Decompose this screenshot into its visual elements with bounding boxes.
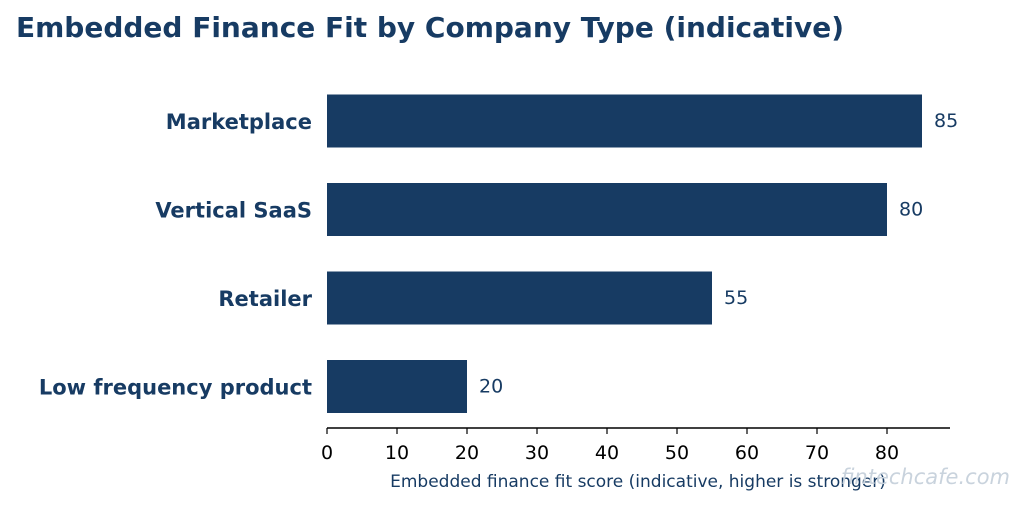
x-tick-label: 80 <box>875 442 899 464</box>
bar-marketplace <box>327 94 922 148</box>
x-tick-label: 20 <box>455 442 479 464</box>
x-tick-label: 30 <box>525 442 549 464</box>
bar-retailer <box>327 271 712 325</box>
value-label: 80 <box>899 199 923 221</box>
category-label: Retailer <box>218 287 312 311</box>
category-label: Vertical SaaS <box>155 199 312 223</box>
category-label: Marketplace <box>166 110 312 134</box>
x-tick-label: 10 <box>385 442 409 464</box>
x-axis-label: Embedded finance fit score (indicative, … <box>390 472 886 492</box>
category-label: Low frequency product <box>39 376 312 400</box>
value-label: 85 <box>934 110 958 132</box>
x-tick-label: 60 <box>735 442 759 464</box>
value-label: 20 <box>479 376 503 398</box>
bar-low-frequency-product <box>327 360 467 413</box>
x-axis: 0 10 20 30 40 50 60 70 80 <box>321 427 950 464</box>
x-tick-label: 50 <box>665 442 689 464</box>
value-label: 55 <box>724 287 748 309</box>
chart-title: Embedded Finance Fit by Company Type (in… <box>16 11 844 44</box>
x-tick-label: 70 <box>805 442 829 464</box>
bars-layer: Marketplace 85 Vertical SaaS 80 Retailer 55 Lo… <box>39 94 958 413</box>
x-tick-label: 40 <box>595 442 619 464</box>
x-tick-label: 0 <box>321 442 333 464</box>
watermark: fintechcafe.com <box>841 465 1010 489</box>
bar-vertical-saas <box>327 183 887 236</box>
